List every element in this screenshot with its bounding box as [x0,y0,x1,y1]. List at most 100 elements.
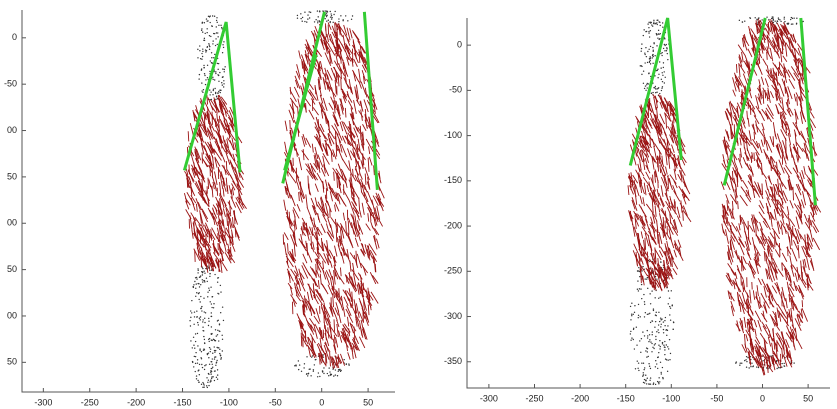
point [348,363,350,365]
point [217,319,219,321]
fiber [341,170,347,182]
fiber [364,315,369,326]
fiber [765,179,769,191]
point [632,327,635,330]
fiber [728,221,733,231]
fiber [369,249,378,263]
fiber [193,248,201,261]
fiber [769,232,775,239]
point [663,82,666,84]
fiber [810,257,815,271]
fiber [774,131,777,140]
fiber [324,52,332,66]
fiber [772,167,781,180]
fiber [329,329,333,340]
fiber [222,188,225,197]
point [217,62,220,65]
point [214,351,216,353]
fiber [341,328,346,336]
point [213,339,216,341]
fiber [774,282,780,290]
fiber [337,75,340,87]
fiber [310,324,315,332]
point [221,82,223,84]
fiber [659,137,665,149]
fiber [660,185,664,197]
fiber [754,248,759,263]
fiber [217,233,219,243]
fiber [668,202,672,211]
fiber [646,184,650,193]
fiber [670,105,675,118]
fiber [649,134,651,146]
fiber [323,344,328,353]
fiber [366,248,371,261]
point [656,331,658,333]
fiber [361,70,366,82]
fiber [296,182,300,191]
fiber [759,240,766,251]
point [202,91,204,94]
point [645,30,648,33]
point [638,270,640,272]
fiber [757,319,762,332]
fiber [783,63,787,79]
fiber [376,238,380,249]
point [655,360,657,362]
point [643,303,646,306]
fiber [811,220,820,233]
point [664,319,666,322]
point [652,50,654,53]
point [648,32,650,34]
fiber [353,340,357,349]
fiber [645,203,653,213]
fiber [628,174,636,186]
fiber [373,235,378,250]
point [205,18,208,20]
fiber [301,59,304,69]
point [222,46,225,49]
fiber [342,212,346,221]
fiber [362,328,367,340]
point [197,379,199,382]
fiber [228,232,232,244]
fiber [200,256,207,267]
fiber [796,266,800,281]
point [656,278,658,280]
fiber [748,224,754,232]
point [659,24,661,27]
fiber [219,174,224,190]
point [204,317,206,319]
point [658,351,660,354]
fiber [326,69,333,81]
point [211,306,213,309]
fiber [633,226,639,239]
fiber [323,302,326,313]
fiber [326,33,329,42]
fiber [220,234,226,242]
fiber [293,86,300,98]
fiber [314,85,317,95]
point [216,17,218,19]
fiber [365,295,373,307]
fiber [322,39,331,52]
fiber [769,48,774,62]
point [634,368,637,370]
fiber [361,307,366,319]
fiber [192,216,198,231]
fiber [368,156,373,166]
fiber [352,31,361,44]
fiber [768,266,770,275]
fiber [680,200,683,213]
fiber [785,298,788,309]
point [636,288,639,290]
fiber [213,100,220,113]
aponeurosis-line [799,17,817,206]
point [205,50,208,52]
point [653,344,656,346]
point [654,85,657,88]
fiber [367,304,370,316]
fiber [305,301,311,312]
fiber [741,216,749,231]
fiber [733,177,737,190]
